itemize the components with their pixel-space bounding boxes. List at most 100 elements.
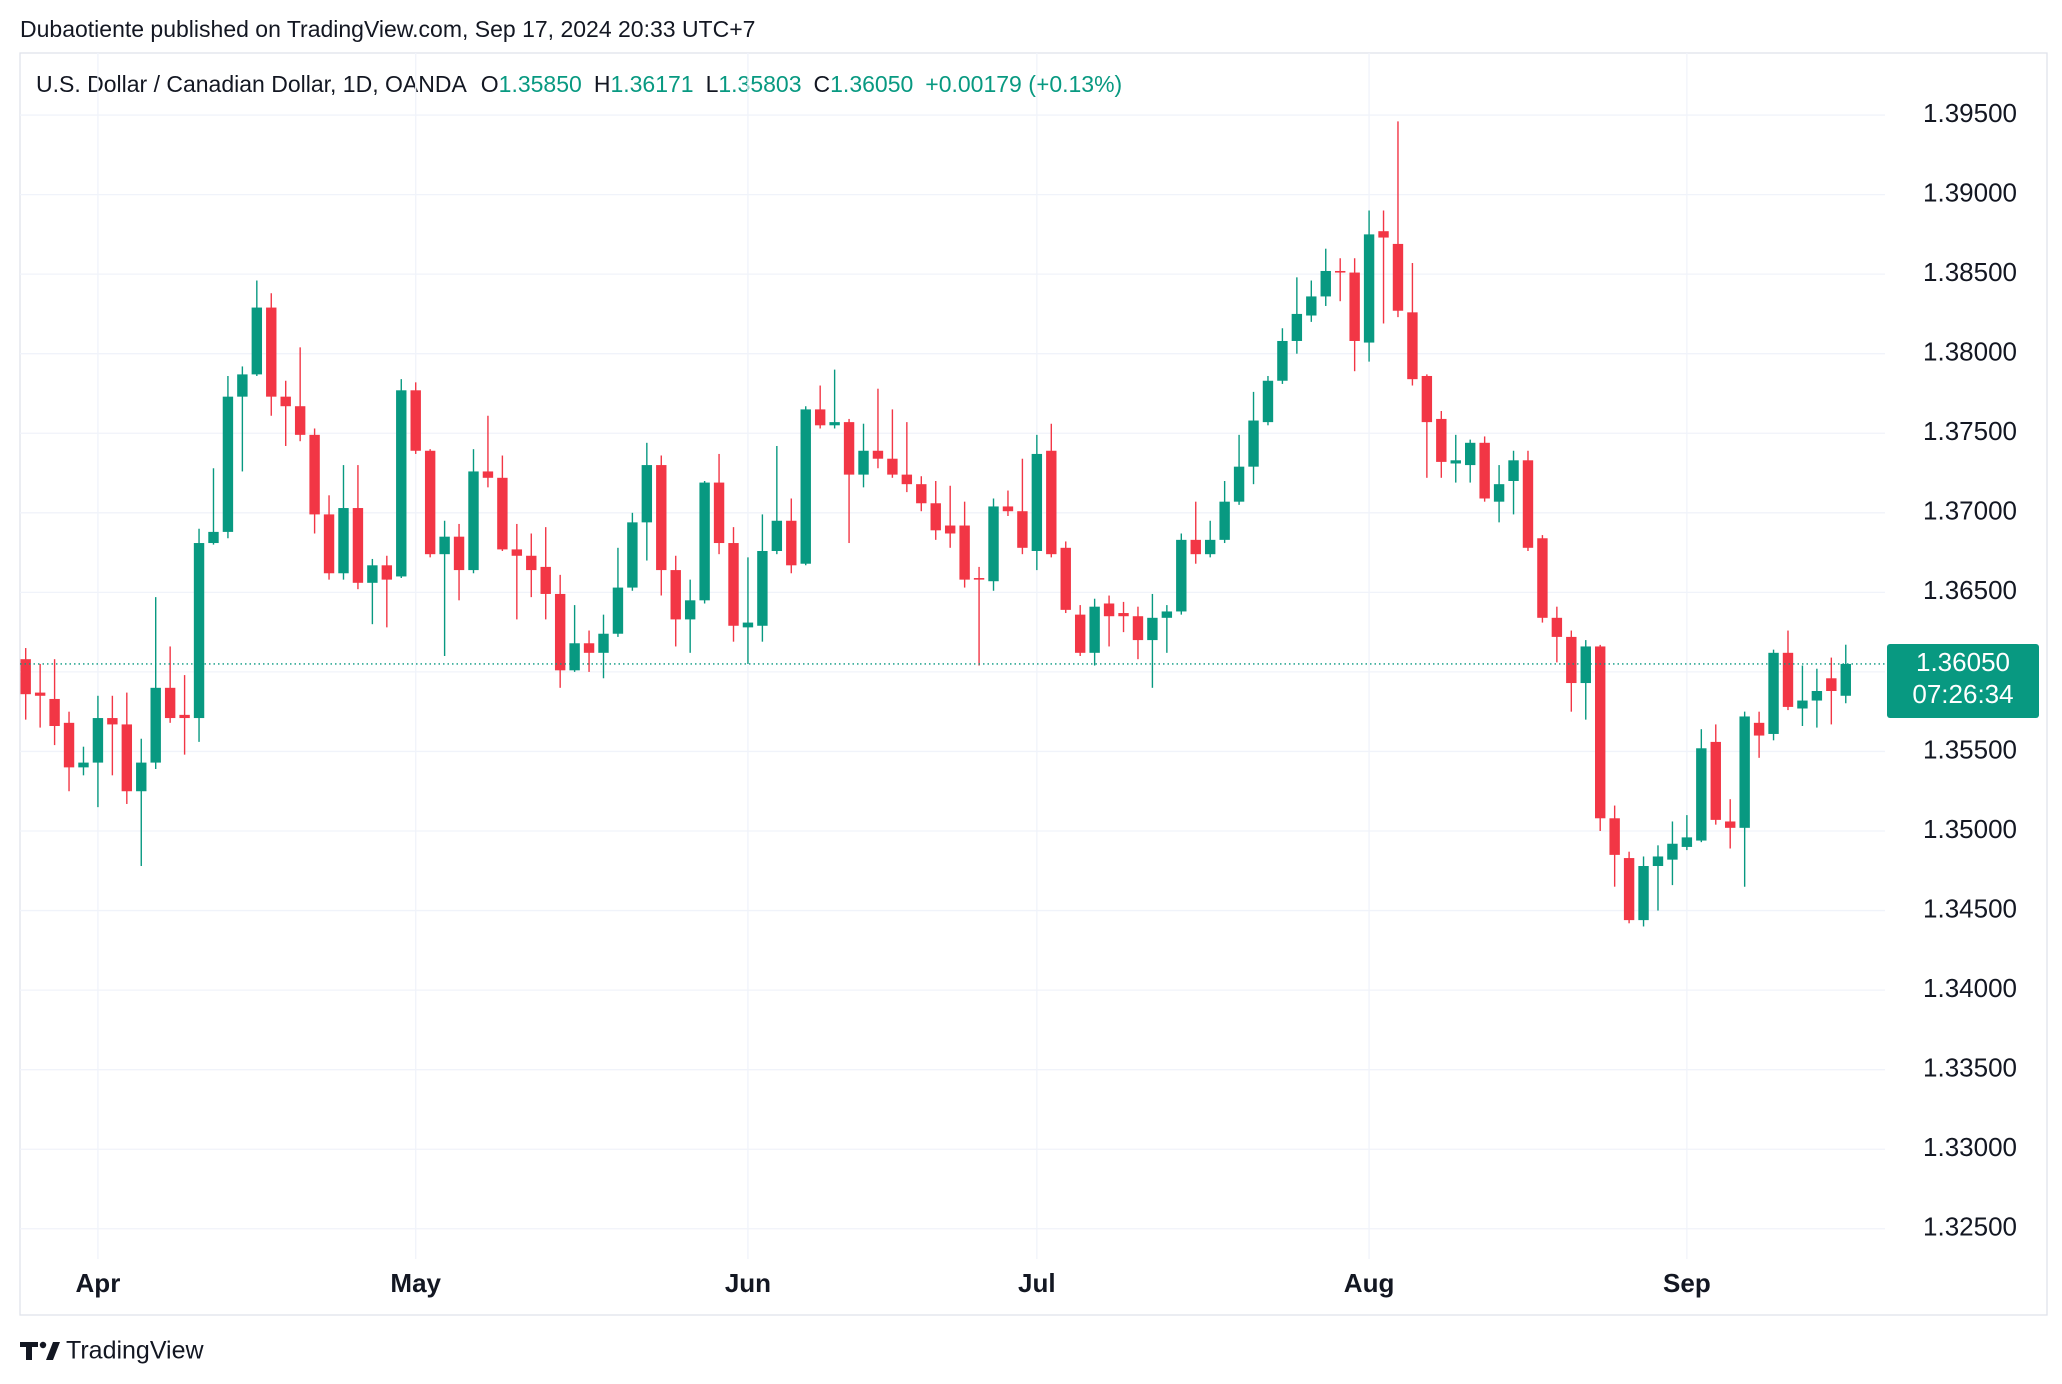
candle-body bbox=[887, 458, 898, 475]
candle-body bbox=[858, 450, 869, 475]
candle-body bbox=[453, 536, 465, 571]
candle-body bbox=[1320, 270, 1331, 297]
candle-body bbox=[641, 465, 653, 523]
candle-body bbox=[786, 520, 797, 566]
candle-body bbox=[1147, 617, 1158, 641]
candle-body bbox=[771, 520, 783, 551]
logo-shape bbox=[39, 1341, 47, 1349]
y-tick-label: 1.34500 bbox=[1923, 893, 2017, 923]
candle-body bbox=[1060, 547, 1071, 610]
candle-body bbox=[266, 307, 277, 397]
candle-body bbox=[1132, 616, 1144, 641]
candle-body bbox=[34, 692, 46, 696]
candle-body bbox=[1508, 460, 1519, 481]
ohlc-value: 1.35850 bbox=[499, 71, 582, 97]
candle-body bbox=[367, 565, 378, 583]
candle-body bbox=[1450, 460, 1461, 464]
candle-body bbox=[1710, 741, 1721, 820]
candle-body bbox=[92, 718, 104, 763]
candle-body bbox=[829, 422, 840, 426]
y-tick-label: 1.38500 bbox=[1923, 257, 2017, 287]
candle-body bbox=[1103, 603, 1115, 617]
candle-body bbox=[1652, 856, 1664, 867]
candle-body bbox=[49, 698, 60, 727]
candle-body bbox=[988, 506, 999, 582]
candle-body bbox=[656, 465, 667, 571]
candle-body bbox=[1002, 506, 1014, 512]
candle-body bbox=[1161, 611, 1173, 618]
candle-body bbox=[338, 508, 349, 574]
candle-body bbox=[742, 622, 754, 628]
candle-body bbox=[482, 471, 494, 478]
candle-body bbox=[944, 525, 956, 534]
logo-shape bbox=[46, 1342, 60, 1360]
candle-body bbox=[1392, 243, 1404, 311]
change-value: +0.00179 (+0.13%) bbox=[925, 71, 1122, 97]
candle-body bbox=[1725, 821, 1736, 828]
candle-body bbox=[20, 659, 31, 695]
candle-body bbox=[1262, 380, 1274, 423]
symbol-name: U.S. Dollar / Canadian Dollar, 1D, OANDA bbox=[36, 71, 467, 97]
candle-body bbox=[1782, 652, 1794, 707]
candle-body bbox=[136, 762, 147, 792]
candle-body bbox=[1537, 538, 1548, 618]
x-tick-label: Jun bbox=[725, 1268, 771, 1298]
candle-body bbox=[800, 409, 811, 564]
y-tick-label: 1.35000 bbox=[1923, 814, 2017, 844]
y-tick-label: 1.35500 bbox=[1923, 734, 2017, 764]
y-tick-label: 1.39500 bbox=[1923, 98, 2017, 128]
candle-body bbox=[554, 593, 566, 671]
candle-body bbox=[1334, 270, 1346, 273]
candle-body bbox=[930, 503, 941, 531]
candle-body bbox=[121, 724, 133, 792]
candle-body bbox=[352, 508, 364, 583]
candle-body bbox=[1739, 716, 1750, 828]
brand-name: TradingView bbox=[66, 1337, 205, 1365]
ohlc-value: 1.35803 bbox=[718, 71, 801, 97]
candle-body bbox=[1046, 450, 1057, 555]
candle-body bbox=[410, 390, 421, 451]
ohlc-value: 1.36050 bbox=[830, 71, 913, 97]
ohlc-key: C bbox=[814, 71, 831, 97]
brand-logo bbox=[20, 1341, 60, 1360]
candle-body bbox=[1797, 700, 1808, 709]
candle-body bbox=[511, 549, 523, 556]
candle-body bbox=[222, 396, 234, 532]
y-tick-label: 1.37500 bbox=[1923, 416, 2017, 446]
candle-body bbox=[1306, 296, 1317, 316]
candle-body bbox=[1233, 466, 1245, 502]
x-tick-label: Apr bbox=[76, 1268, 121, 1298]
logo-shape bbox=[20, 1342, 38, 1360]
ohlc-value: 1.36171 bbox=[610, 71, 693, 97]
candle-body bbox=[1522, 460, 1534, 548]
candle-body bbox=[540, 566, 551, 594]
candle-body bbox=[670, 570, 681, 620]
candle-body bbox=[1753, 722, 1765, 736]
candle-body bbox=[1840, 663, 1851, 696]
candle-body bbox=[627, 522, 638, 588]
candle-body bbox=[497, 477, 508, 550]
candle-body bbox=[396, 390, 407, 577]
candle-body bbox=[208, 531, 219, 544]
candle-body bbox=[814, 409, 826, 426]
candle-body bbox=[901, 474, 913, 485]
candle-body bbox=[843, 422, 855, 475]
candle-body bbox=[381, 565, 393, 580]
candle-body bbox=[526, 555, 537, 571]
candle-body bbox=[1638, 866, 1649, 921]
candle-body bbox=[1363, 234, 1375, 343]
countdown-label: 07:26:34 bbox=[1912, 679, 2013, 709]
y-tick-label: 1.33500 bbox=[1923, 1053, 2017, 1083]
x-tick-label: Jul bbox=[1018, 1268, 1056, 1298]
candle-body bbox=[251, 307, 263, 375]
candle-body bbox=[468, 471, 479, 571]
candle-body bbox=[1074, 614, 1086, 653]
x-tick-label: May bbox=[390, 1268, 441, 1298]
candle-body bbox=[1681, 837, 1693, 847]
candle-body bbox=[1017, 511, 1028, 548]
candle-body bbox=[1204, 539, 1216, 555]
x-tick-label: Sep bbox=[1663, 1268, 1711, 1298]
last-price-box bbox=[1887, 643, 2039, 718]
axes: 1.32500 1.33000 1.33500 1.34000 1.34500 1.350… bbox=[20, 98, 2039, 1298]
candle-body bbox=[63, 722, 75, 768]
